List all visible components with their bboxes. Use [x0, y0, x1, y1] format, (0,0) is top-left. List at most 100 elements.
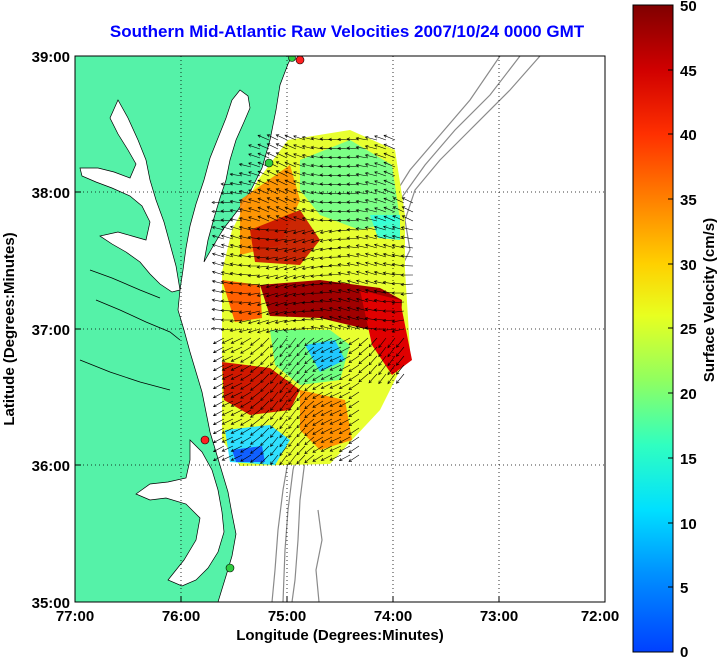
velocity-arrow	[296, 382, 306, 393]
velocity-arrow	[387, 355, 396, 367]
velocity-arrow	[279, 409, 288, 421]
velocity-arrow	[310, 308, 324, 312]
velocity-arrow	[400, 263, 414, 268]
velocity-arrow	[395, 337, 405, 348]
velocity-arrow	[364, 154, 378, 159]
velocity-arrow	[346, 200, 360, 204]
velocity-arrow	[401, 197, 414, 204]
velocity-arrow	[355, 244, 369, 249]
velocity-arrow	[355, 208, 369, 213]
velocity-arrow	[374, 171, 387, 177]
velocity-arrow	[319, 229, 333, 234]
site-marker-red	[200, 435, 210, 445]
velocity-arrow	[212, 364, 225, 371]
velocity-arrow	[247, 264, 260, 268]
velocity-arrow	[329, 427, 342, 434]
velocity-arrow	[230, 436, 243, 443]
colorbar-tick-label: 0	[680, 644, 688, 659]
velocity-arrow	[220, 271, 234, 276]
velocity-arrow	[221, 391, 234, 398]
velocity-arrow	[274, 301, 288, 307]
velocity-arrow	[230, 409, 243, 416]
velocity-arrow	[275, 206, 288, 213]
velocity-arrow	[257, 197, 270, 204]
velocity-arrow	[296, 364, 306, 375]
velocity-arrow	[391, 291, 405, 295]
velocity-arrow	[229, 319, 243, 323]
velocity-arrow	[229, 243, 243, 249]
velocity-arrow	[238, 291, 252, 296]
velocity-arrow	[364, 145, 378, 150]
velocity-arrow	[364, 243, 378, 249]
velocity-arrow	[283, 292, 297, 298]
velocity-arrow	[292, 265, 306, 271]
velocity-arrow	[220, 200, 234, 204]
velocity-arrow	[256, 319, 270, 325]
velocity-arrow	[274, 319, 288, 324]
velocity-arrow	[270, 409, 279, 420]
velocity-arrow	[328, 298, 342, 303]
velocity-arrow	[338, 382, 351, 389]
velocity-arrow	[374, 198, 387, 204]
velocity-arrow	[355, 279, 369, 285]
velocity-arrow	[355, 136, 369, 141]
velocity-arrow	[274, 310, 288, 316]
velocity-arrow	[270, 373, 279, 384]
velocity-arrow	[358, 355, 369, 365]
velocity-arrow	[238, 225, 252, 231]
velocity-arrow	[337, 289, 351, 294]
velocity-arrow	[270, 355, 279, 366]
velocity-arrow	[338, 373, 351, 380]
velocity-arrow	[260, 445, 270, 456]
velocity-arrow	[355, 316, 369, 321]
velocity-arrow	[368, 373, 378, 384]
velocity-arrow	[288, 427, 297, 438]
velocity-arrow	[301, 154, 315, 159]
velocity-arrow	[293, 162, 306, 168]
velocity-arrow	[270, 346, 279, 357]
velocity-arrow	[221, 355, 234, 362]
velocity-arrow	[247, 301, 261, 306]
velocity-arrow	[211, 252, 225, 258]
velocity-arrow	[238, 172, 252, 177]
y-tick-label: 36:00	[32, 458, 70, 475]
velocity-arrow	[391, 319, 405, 324]
velocity-arrow	[240, 391, 252, 399]
velocity-arrow	[304, 373, 315, 383]
velocity-arrow	[382, 309, 396, 313]
velocity-arrow	[346, 155, 360, 159]
velocity-arrow	[288, 400, 297, 411]
velocity-arrow	[400, 254, 414, 258]
velocity-arrow	[248, 162, 261, 168]
velocity-arrow	[229, 253, 243, 258]
colorbar-tick-label: 20	[680, 386, 697, 403]
velocity-arrow	[275, 197, 288, 204]
axis-ticks	[74, 55, 606, 603]
velocity-arrow	[301, 318, 315, 322]
velocity-arrow	[364, 235, 378, 240]
velocity-arrow	[211, 289, 225, 294]
velocity-arrow	[230, 454, 243, 461]
velocity-arrow	[383, 170, 396, 177]
velocity-arrow	[250, 427, 261, 436]
velocity-arrow	[364, 181, 378, 186]
velocity-arrow	[293, 207, 306, 213]
velocity-arrow	[248, 216, 261, 222]
velocity-arrow	[221, 436, 234, 443]
velocity-arrow	[240, 355, 252, 363]
velocity-arrow	[383, 152, 396, 159]
velocity-arrow	[250, 409, 261, 418]
velocity-arrow	[250, 355, 261, 364]
velocity-arrow	[270, 391, 279, 402]
velocity-arrow	[373, 270, 387, 276]
colorbar-tick-label: 35	[680, 192, 697, 209]
velocity-arrow	[275, 161, 288, 168]
velocity-arrow	[230, 418, 243, 425]
velocity-arrow	[348, 418, 360, 426]
velocity-arrow	[355, 261, 369, 267]
velocity-arrow	[211, 261, 225, 267]
velocity-arrow	[358, 337, 369, 347]
velocity-arrow	[401, 215, 414, 222]
velocity-arrow	[310, 325, 324, 330]
velocity-arrow	[391, 328, 405, 333]
